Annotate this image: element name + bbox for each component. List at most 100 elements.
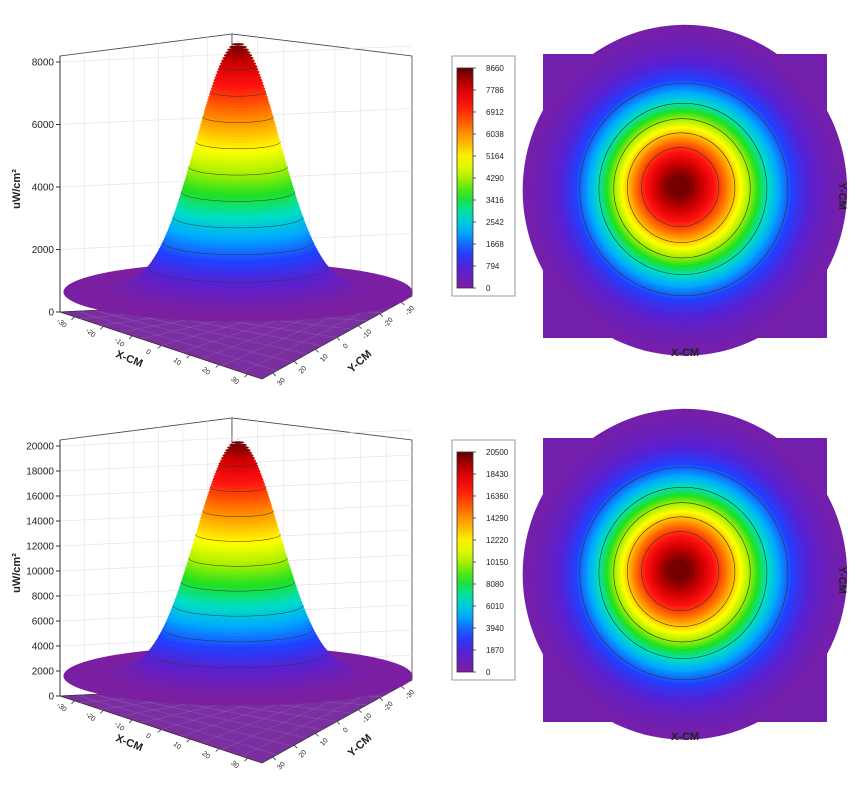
colorbar-tick-label: 2542 bbox=[486, 218, 504, 227]
y-tick-label: -10 bbox=[361, 328, 373, 340]
heatmap-contour-line bbox=[579, 83, 789, 296]
grid-left-z bbox=[59, 462, 233, 472]
z-tick-label: 14000 bbox=[26, 517, 54, 528]
y-tick-label: 30 bbox=[276, 761, 286, 772]
surface-band bbox=[225, 50, 251, 55]
colorbar-tick-label: 14290 bbox=[486, 514, 509, 523]
surface-contour bbox=[195, 141, 281, 150]
heatmap-contour-line bbox=[613, 502, 751, 643]
surface-contour bbox=[195, 534, 281, 542]
x-tick bbox=[186, 738, 191, 743]
surface-contour bbox=[162, 628, 314, 642]
surface-contour bbox=[209, 91, 267, 97]
heatmap-contour-line bbox=[579, 467, 789, 680]
y-tick-label: 0 bbox=[342, 727, 350, 735]
colorbar-tick-label: 8660 bbox=[486, 64, 504, 73]
surface-contour bbox=[218, 463, 258, 467]
surface-contour bbox=[188, 166, 288, 176]
y-tick-label: -30 bbox=[404, 305, 416, 317]
x-axis-label: X-CM bbox=[114, 732, 145, 754]
x-tick-label: 30 bbox=[229, 376, 240, 386]
x-tick bbox=[244, 757, 248, 762]
colorbar bbox=[456, 67, 474, 289]
y-tick-label: -30 bbox=[404, 689, 416, 701]
surface-contour bbox=[180, 581, 296, 592]
surface-band bbox=[231, 43, 245, 46]
z-tick-label: 20000 bbox=[26, 442, 54, 453]
y-tick-label: 0 bbox=[342, 343, 350, 351]
heatmap-contours bbox=[522, 408, 848, 740]
y-tick bbox=[358, 325, 362, 329]
z-tick-label: 6000 bbox=[32, 120, 55, 131]
y-tick-label: -20 bbox=[383, 317, 395, 329]
grid-right-z bbox=[231, 454, 413, 464]
x-tick-label: 10 bbox=[172, 357, 183, 367]
surface-contour bbox=[172, 605, 304, 617]
z-axis-label: uW/cm² bbox=[11, 169, 23, 209]
y-tick bbox=[358, 709, 362, 713]
z-tick-label: 8000 bbox=[32, 58, 55, 69]
y-tick bbox=[272, 756, 276, 761]
x-axis-label: X-CM bbox=[114, 348, 145, 370]
colorbar-tick-label: 6912 bbox=[486, 108, 504, 117]
z-tick-label: 4000 bbox=[32, 183, 55, 194]
x-tick-label: 0 bbox=[144, 348, 152, 356]
colorbar-tick-label: 0 bbox=[486, 284, 491, 293]
surface-band bbox=[229, 443, 247, 447]
y-tick bbox=[379, 313, 384, 318]
colorbar-tick-label: 16360 bbox=[486, 492, 509, 501]
chart-panel-top: 02000400060008000uW/cm²-30-20-100102030X… bbox=[11, 24, 848, 387]
grid-right-z bbox=[231, 45, 413, 55]
y-tick-label: 20 bbox=[298, 749, 308, 760]
colorbar-tick-label: 0 bbox=[486, 668, 491, 677]
x-tick bbox=[71, 700, 75, 705]
x-tick-label: 20 bbox=[200, 366, 211, 376]
z-tick-label: 10000 bbox=[26, 567, 54, 578]
chart-panel-bottom: 0200040006000800010000120001400016000180… bbox=[11, 408, 848, 772]
heatmap-band bbox=[678, 569, 680, 571]
colorbar-tick-label: 4290 bbox=[486, 174, 504, 183]
heatmap-y-label: Y-CM bbox=[836, 566, 848, 594]
x-tick bbox=[100, 326, 104, 330]
heatmap-band bbox=[678, 185, 680, 187]
surface-band bbox=[237, 41, 239, 42]
y-tick-label: 10 bbox=[319, 737, 329, 748]
surface-band bbox=[231, 441, 245, 444]
heatmap-x-label: X-CM bbox=[671, 731, 699, 743]
x-tick-label: -10 bbox=[113, 721, 125, 733]
z-tick-label: 4000 bbox=[32, 642, 55, 653]
z-tick-label: 0 bbox=[48, 692, 54, 703]
y-tick-label: -10 bbox=[361, 712, 373, 724]
colorbar-tick-label: 18430 bbox=[486, 470, 509, 479]
y-tick bbox=[401, 301, 405, 306]
heatmap-contours bbox=[522, 24, 848, 356]
x-tick-label: -30 bbox=[55, 702, 67, 714]
surface-band bbox=[227, 47, 249, 52]
colorbar-tick-label: 10150 bbox=[486, 558, 509, 567]
y-axis-label: Y-CM bbox=[346, 348, 374, 375]
z-tick-label: 2000 bbox=[32, 667, 55, 678]
surface-contour bbox=[172, 216, 304, 229]
surface-contour bbox=[202, 116, 274, 123]
heatmap-contour-line bbox=[641, 531, 720, 611]
x-tick bbox=[100, 710, 104, 714]
z-axis-label: uW/cm² bbox=[11, 553, 23, 593]
x-tick bbox=[186, 354, 191, 359]
heatmap-contour-line bbox=[626, 132, 736, 243]
colorbar bbox=[456, 451, 474, 673]
surface-peak bbox=[63, 439, 413, 706]
heatmap-contour-line bbox=[598, 102, 768, 275]
colorbar-tick-label: 6038 bbox=[486, 130, 504, 139]
surface-band bbox=[229, 45, 247, 49]
y-tick-label: 20 bbox=[298, 365, 308, 376]
surface-contour bbox=[147, 266, 329, 283]
surface-contour bbox=[202, 510, 274, 517]
grid-right-z bbox=[231, 429, 413, 439]
surface-band bbox=[225, 448, 251, 453]
x-tick bbox=[157, 729, 162, 733]
x-tick bbox=[215, 364, 219, 368]
x-tick bbox=[128, 335, 133, 340]
colorbar-tick-label: 3940 bbox=[486, 624, 504, 633]
colorbar-tick-label: 1870 bbox=[486, 646, 504, 655]
heatmap-y-label: Y-CM bbox=[836, 182, 848, 210]
